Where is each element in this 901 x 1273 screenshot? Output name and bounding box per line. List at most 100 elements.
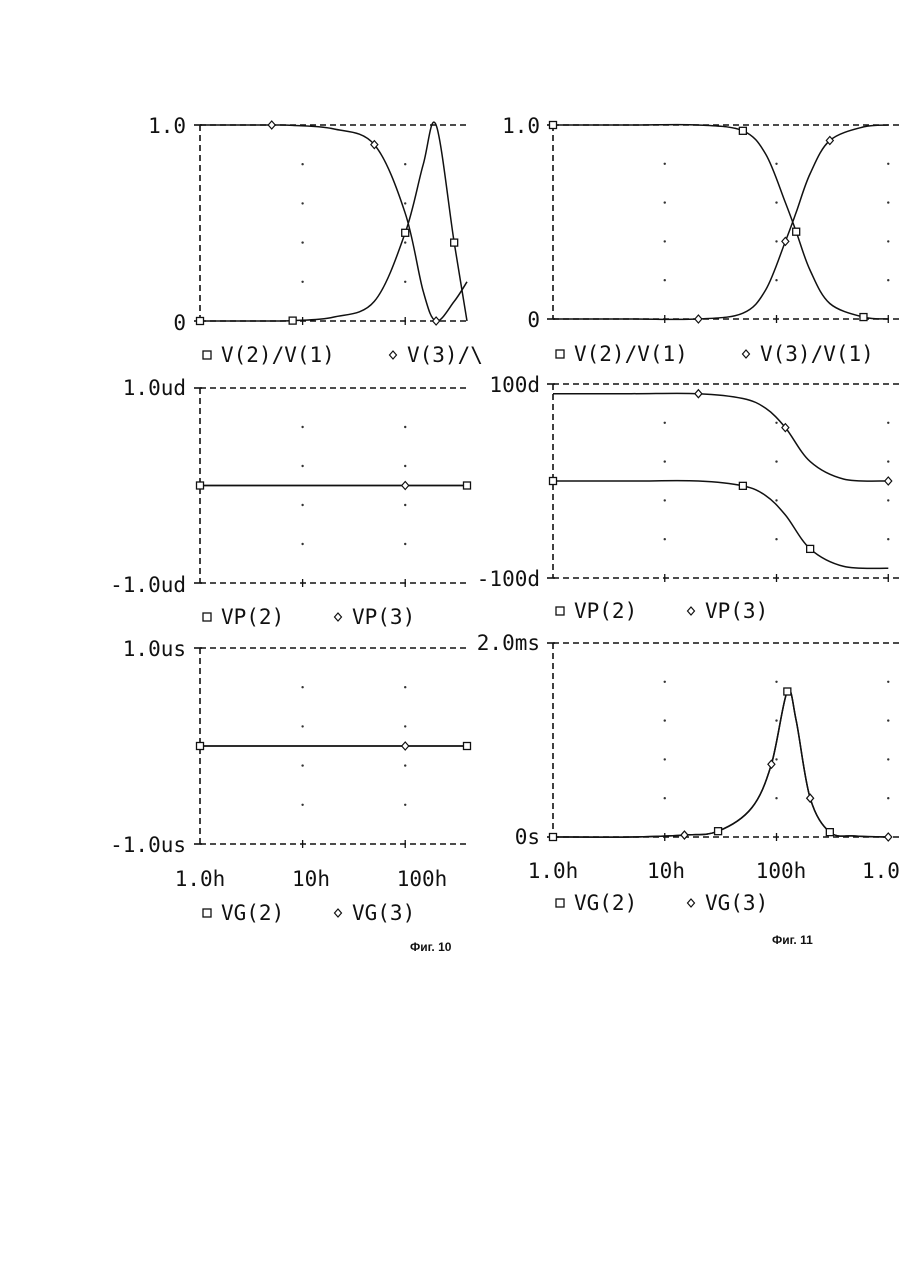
grid-dot bbox=[664, 681, 666, 683]
grid-dot bbox=[887, 797, 889, 799]
grid-dot bbox=[664, 758, 666, 760]
fig11-mid-ymax: 100d bbox=[489, 373, 540, 397]
legend-label: VP(3) bbox=[705, 599, 768, 623]
grid-dot bbox=[664, 719, 666, 721]
point-square bbox=[715, 828, 722, 835]
legend-diamond-icon bbox=[688, 607, 695, 615]
legend-label: V(2)/V(1) bbox=[574, 342, 688, 366]
legend-diamond-icon bbox=[335, 613, 342, 621]
grid-dot bbox=[404, 281, 406, 283]
legend-square-icon bbox=[556, 607, 564, 615]
point-diamond bbox=[402, 482, 409, 490]
grid-dot bbox=[664, 460, 666, 462]
grid-dot bbox=[887, 279, 889, 281]
grid-dots bbox=[301, 163, 889, 806]
fig11-xtick-4: 1.0 bbox=[862, 859, 900, 883]
grid-dot bbox=[301, 804, 303, 806]
grid-dot bbox=[404, 241, 406, 243]
grid-dot bbox=[404, 163, 406, 165]
point-diamond bbox=[681, 831, 688, 839]
legend-label: V(3)/\ bbox=[407, 343, 483, 367]
point-square bbox=[784, 688, 791, 695]
grid-dot bbox=[775, 422, 777, 424]
series-line-VP(2) bbox=[553, 481, 888, 569]
grid-dot bbox=[301, 163, 303, 165]
grid-dot bbox=[301, 281, 303, 283]
grid-dot bbox=[404, 504, 406, 506]
fig10-xtick-3: 100h bbox=[397, 867, 448, 891]
grid-dot bbox=[664, 797, 666, 799]
grid-dot bbox=[887, 499, 889, 501]
series-line-V(3)/V(1) bbox=[553, 125, 888, 319]
legend-label: VP(2) bbox=[221, 605, 284, 629]
grid-dot bbox=[664, 201, 666, 203]
grid-dot bbox=[404, 804, 406, 806]
fig11-bot-ymin: 0s bbox=[515, 825, 540, 849]
point-square bbox=[451, 239, 458, 246]
grid-dot bbox=[887, 201, 889, 203]
legend-diamond-icon bbox=[688, 899, 695, 907]
grid-dot bbox=[301, 426, 303, 428]
fig10-xtick-2: 10h bbox=[292, 867, 330, 891]
grid-dot bbox=[664, 499, 666, 501]
grid-dot bbox=[404, 686, 406, 688]
data-markers bbox=[197, 121, 892, 841]
series-line-V(2)/V(1) bbox=[200, 122, 467, 321]
point-diamond bbox=[695, 390, 702, 398]
grid-dot bbox=[664, 538, 666, 540]
fig10-mid-ymax: 1.0ud bbox=[123, 376, 186, 400]
legend-label: V(3)/V(1) bbox=[760, 342, 874, 366]
point-square bbox=[550, 122, 557, 129]
legend-square-icon bbox=[203, 351, 211, 359]
grid-dot bbox=[887, 240, 889, 242]
legend-label: VG(2) bbox=[574, 891, 637, 915]
grid-dot bbox=[301, 725, 303, 727]
legend-label: VP(2) bbox=[574, 599, 637, 623]
series-line-V(2)/V(1) bbox=[553, 125, 888, 319]
grid-dot bbox=[775, 681, 777, 683]
legend-square-icon bbox=[203, 613, 211, 621]
series-line-VG(2) bbox=[553, 690, 888, 837]
grid-dot bbox=[775, 240, 777, 242]
fig10-mid-ymin: -1.0ud bbox=[110, 573, 186, 597]
legend-diamond-icon bbox=[743, 350, 750, 358]
fig11-top-ymin: 0 bbox=[527, 308, 540, 332]
grid-dot bbox=[775, 719, 777, 721]
grid-dot bbox=[301, 202, 303, 204]
point-square bbox=[289, 317, 296, 324]
fig11-top-ymax: 1.0 bbox=[502, 114, 540, 138]
point-square bbox=[197, 743, 204, 750]
grid-dot bbox=[404, 426, 406, 428]
fig11-xtick-2: 10h bbox=[647, 859, 685, 883]
point-diamond bbox=[885, 477, 892, 485]
point-diamond bbox=[782, 237, 789, 245]
fig10-top-ymin: 0 bbox=[173, 311, 186, 335]
legend-label: VG(3) bbox=[705, 891, 768, 915]
series-line-VG(3) bbox=[553, 690, 888, 837]
grid-dot bbox=[887, 681, 889, 683]
point-square bbox=[197, 482, 204, 489]
grid-dot bbox=[664, 240, 666, 242]
grid-dot bbox=[301, 686, 303, 688]
fig11-bot-ymax: 2.0ms bbox=[477, 631, 540, 655]
grid-dot bbox=[301, 504, 303, 506]
caption-fig10: Фиг. 10 bbox=[410, 940, 452, 954]
point-square bbox=[402, 229, 409, 236]
legend-diamond-icon bbox=[390, 351, 397, 359]
point-square bbox=[793, 228, 800, 235]
grid-dot bbox=[404, 465, 406, 467]
grid-dot bbox=[775, 201, 777, 203]
grid-dot bbox=[301, 241, 303, 243]
grid-dot bbox=[887, 422, 889, 424]
fig10-xtick-1: 1.0h bbox=[175, 867, 226, 891]
fig11-xtick-1: 1.0h bbox=[528, 859, 579, 883]
grid-dot bbox=[887, 460, 889, 462]
point-diamond bbox=[695, 315, 702, 323]
fig10-bot-ymax: 1.0us bbox=[123, 637, 186, 661]
point-square bbox=[464, 743, 471, 750]
point-diamond bbox=[433, 317, 440, 325]
legend-diamond-icon bbox=[335, 909, 342, 917]
grid-dot bbox=[775, 279, 777, 281]
grid-dot bbox=[664, 422, 666, 424]
grid-dot bbox=[775, 499, 777, 501]
